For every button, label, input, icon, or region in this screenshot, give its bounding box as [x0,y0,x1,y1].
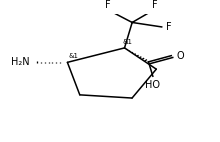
Text: F: F [152,0,158,10]
Text: H₂N: H₂N [11,57,29,67]
Text: F: F [167,22,172,32]
Text: HO: HO [145,80,160,90]
Text: O: O [176,51,184,61]
Text: F: F [105,0,110,10]
Text: &1: &1 [68,53,79,59]
Text: &1: &1 [122,39,132,45]
